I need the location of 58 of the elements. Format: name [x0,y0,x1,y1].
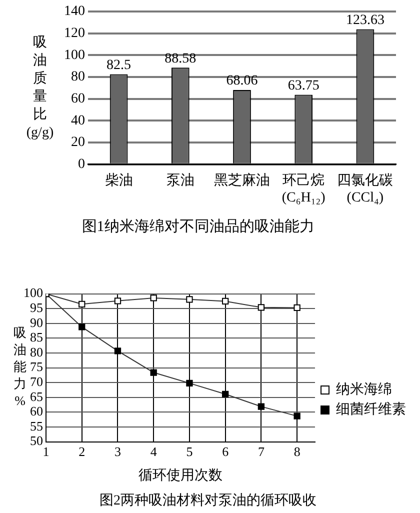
point [294,412,300,420]
data-label: 68.06 [226,74,258,89]
x-tick-label: 5 [186,444,193,460]
x-tick-label: 环己烷 (C₆H₁₂) [282,172,326,206]
data-label: 63.75 [288,78,320,94]
legend-label: 纳米海绵 [336,382,392,398]
x-tick-label: 2 [78,444,86,460]
y-tick-label: 60 [71,92,85,106]
x-tick-label: 3 [114,444,121,460]
point [186,296,193,303]
legend-label: 细菌纤维素 [336,402,406,418]
point [258,304,265,311]
y-axis-title: 吸油质量比(g/g) [26,36,54,141]
x-tick-label: 柴油 [104,172,133,188]
y-axis-title: 吸油能力% [14,325,26,408]
x-tick-label: 四氯化碳 (CCl₄) [337,172,394,206]
x-tick-label: 7 [258,444,265,460]
y-tick-label: 140 [64,4,85,20]
y-tick-label: 70 [30,374,43,390]
point [78,324,86,330]
data-label: 82.5 [106,58,132,73]
x-tick-label: 6 [222,444,230,460]
y-tick-label: 85 [30,330,43,345]
y-tick-label: 65 [30,388,43,404]
y-tick-label: 100 [64,48,85,63]
x-tick-label: 泵油 [166,172,194,188]
point [114,298,122,304]
point [150,294,157,302]
x-tick-label: 1 [42,444,50,460]
text: 图2两种吸油材料对泵油的循环吸收 [100,492,316,508]
y-tick-label: 100 [24,285,43,300]
point [258,403,265,410]
y-tick-label: 0 [78,157,85,172]
y-tick-label: 120 [64,26,85,41]
data-label: 123.63 [346,12,384,28]
point [222,390,229,398]
y-tick-label: 80 [71,70,85,85]
x-tick-label: 8 [294,444,300,460]
y-tick-label: 55 [30,418,43,434]
y-tick-label: 95 [30,300,43,316]
point [294,304,300,312]
y-tick-label: 50 [30,433,43,448]
y-tick-label: 40 [71,113,85,128]
y-tick-label: 90 [30,314,43,330]
y-tick-label: 60 [30,404,43,419]
x-axis-title: 循环使用次数 [138,467,222,484]
x-tick-label: 4 [150,444,158,460]
x-tick-label: 黑芝麻油 [214,172,270,188]
y-tick-label: 80 [30,344,43,360]
point [114,348,122,354]
y-tick-label: 75 [30,359,43,374]
y-tick-label: 20 [71,135,85,150]
text: 图1纳米海绵对不同油品的吸油能力 [82,218,314,235]
point [222,298,229,305]
point [150,369,157,376]
point [78,300,86,308]
point [186,380,193,387]
data-label: 88.58 [164,51,196,66]
